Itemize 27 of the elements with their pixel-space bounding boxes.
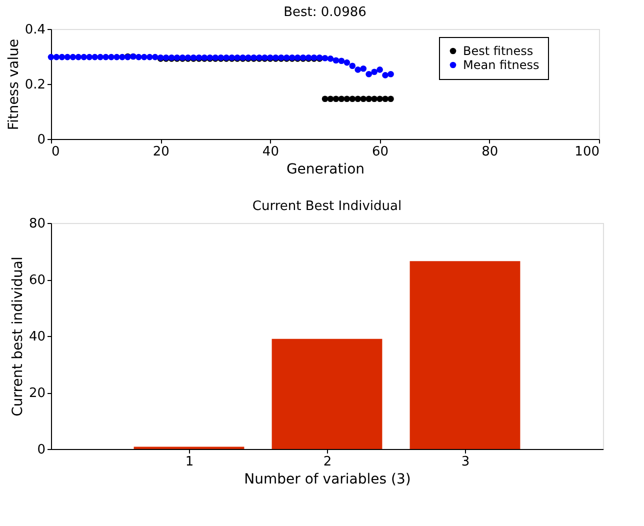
chart-title: Best: 0.0986	[284, 5, 366, 20]
y-tick-label: 0	[37, 442, 46, 458]
y-axis-title: Fitness value	[6, 38, 22, 130]
x-tick-label: 1	[185, 454, 194, 470]
y-tick-label: 0.2	[24, 78, 46, 92]
legend-label: Best fitness	[463, 44, 534, 58]
x-tick-label: 40	[262, 144, 279, 160]
y-axis-title: Current best individual	[10, 256, 26, 416]
x-tick-label: 20	[152, 144, 170, 160]
x-tick-label: 60	[372, 144, 389, 160]
x-tick-label: 100	[574, 144, 600, 160]
x-tick-label: 80	[482, 144, 498, 160]
bar	[272, 338, 382, 449]
y-tick-label: 0	[37, 132, 46, 148]
x-axis-title: Number of variables (3)	[244, 472, 411, 488]
legend-label: Mean fitness	[463, 58, 540, 72]
y-tick-label: 60	[28, 273, 46, 288]
y-tick-label: 40	[28, 330, 46, 344]
chart-title: Current Best Individual	[252, 199, 402, 214]
x-tick-label: 3	[461, 454, 470, 470]
y-tick-label: 80	[28, 216, 46, 232]
x-axis-title: Generation	[286, 162, 365, 178]
y-tick-label: 20	[28, 386, 46, 401]
y-tick-label: 0.4	[24, 22, 46, 38]
bar	[410, 261, 520, 449]
x-tick-label: 0	[52, 144, 60, 160]
x-tick-label: 2	[323, 454, 332, 470]
